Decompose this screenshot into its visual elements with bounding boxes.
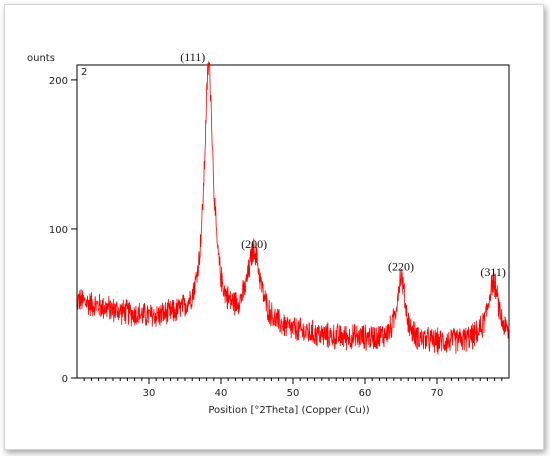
panel-label: 2 bbox=[81, 67, 87, 78]
plot-area bbox=[76, 64, 510, 379]
x-axis: 30 40 50 60 70 bbox=[83, 378, 503, 399]
y-tick-label: 200 bbox=[49, 76, 68, 87]
y-tick-label: 0 bbox=[62, 374, 68, 385]
chart-frame: ounts Position [°2Theta] (Copper (Cu)) 2… bbox=[4, 4, 544, 450]
peak-label-220: (220) bbox=[388, 260, 414, 274]
x-tick-label: 70 bbox=[431, 388, 444, 399]
peak-label-200: (200) bbox=[241, 237, 267, 251]
x-tick-label: 60 bbox=[359, 388, 372, 399]
x-tick-label: 50 bbox=[287, 388, 300, 399]
peak-labels: (111) (200) (220) (311) bbox=[180, 50, 506, 279]
y-axis: 0 100 200 bbox=[49, 76, 77, 385]
x-axis-label: Position [°2Theta] (Copper (Cu)) bbox=[208, 405, 369, 416]
x-tick-label: 30 bbox=[143, 388, 156, 399]
xrd-pattern-line bbox=[76, 61, 510, 355]
peak-label-311: (311) bbox=[480, 265, 506, 279]
xrd-chart: ounts Position [°2Theta] (Copper (Cu)) 2… bbox=[27, 50, 510, 416]
y-tick-label: 100 bbox=[49, 225, 68, 236]
y-axis-label: ounts bbox=[27, 53, 55, 64]
x-tick-label: 40 bbox=[215, 388, 228, 399]
series-group bbox=[76, 61, 510, 355]
peak-label-111: (111) bbox=[180, 50, 205, 64]
